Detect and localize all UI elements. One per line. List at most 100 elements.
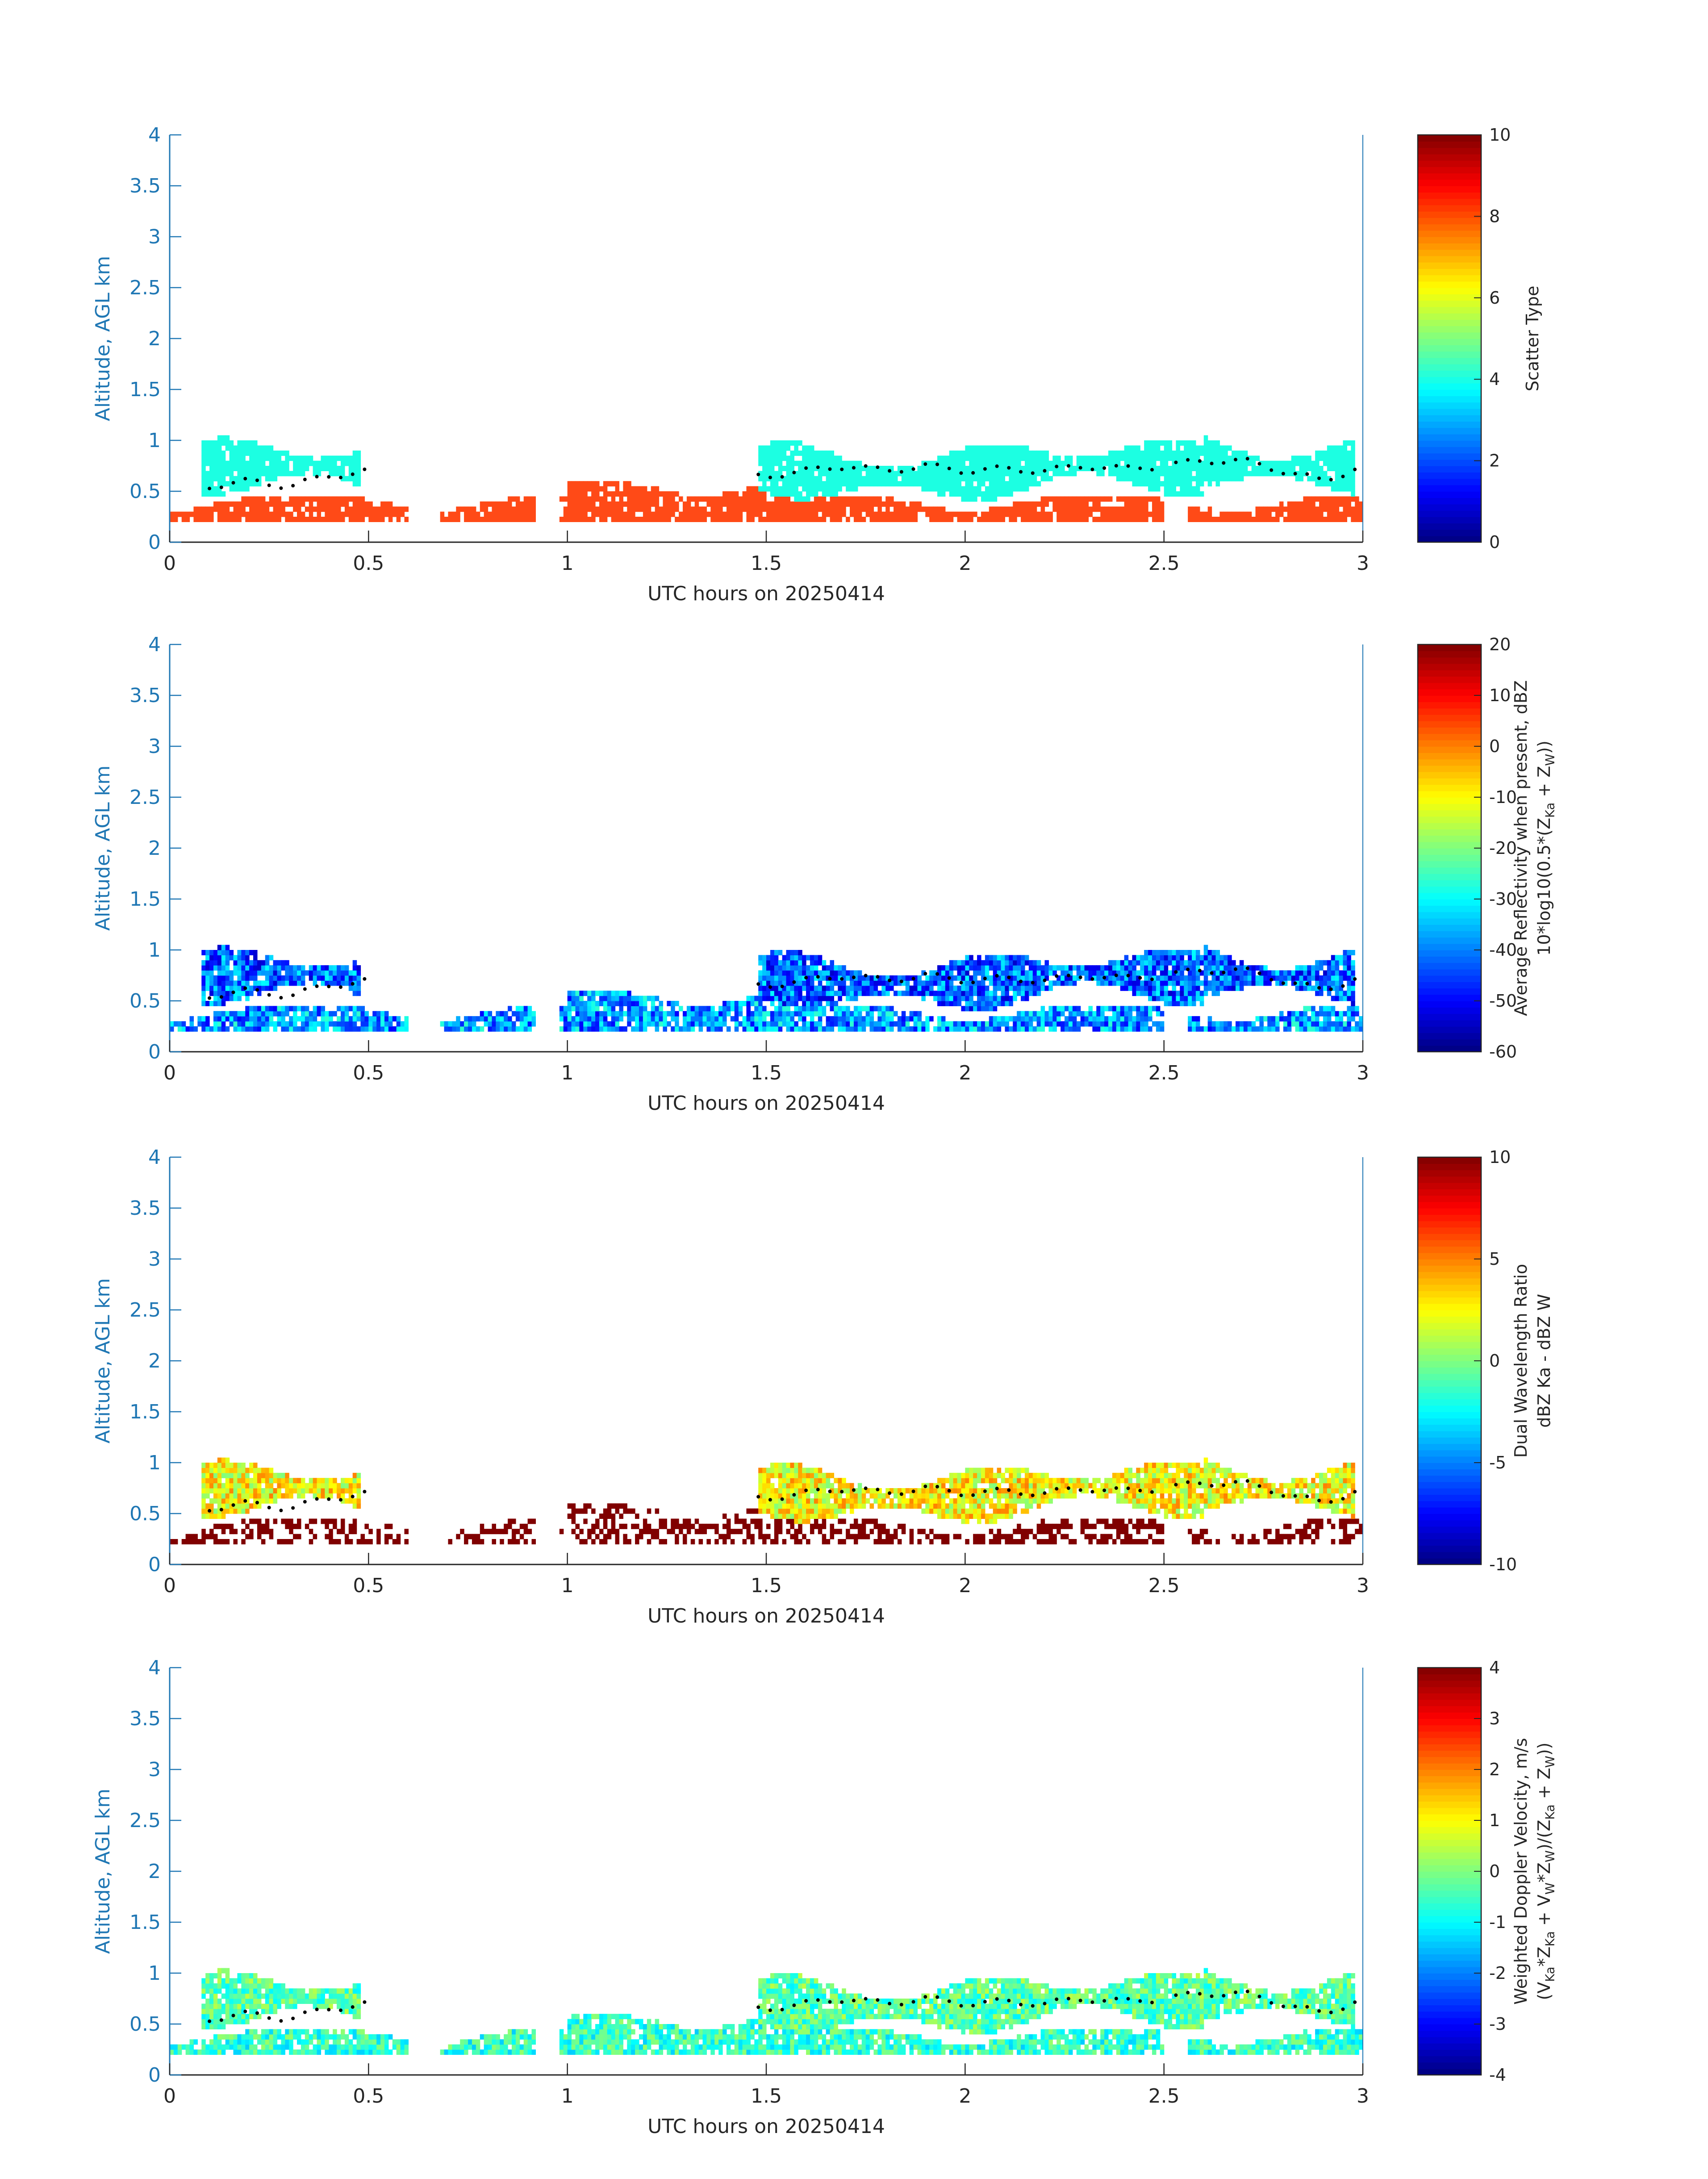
- data-cell: [722, 496, 727, 502]
- data-cell: [770, 466, 775, 471]
- data-cell: [217, 471, 222, 476]
- data-cell: [472, 517, 476, 522]
- data-cell: [1140, 481, 1144, 486]
- data-cell: [603, 991, 608, 996]
- data-cell: [1343, 960, 1347, 966]
- data-cell: [981, 461, 986, 466]
- cloud-base-dot: [840, 468, 844, 471]
- data-cell: [1200, 991, 1204, 996]
- data-cell: [858, 1016, 862, 1021]
- data-cell: [671, 1026, 675, 1032]
- data-cell: [790, 960, 794, 966]
- data-cell: [1303, 970, 1307, 976]
- data-cell: [941, 970, 946, 976]
- data-cell: [1136, 970, 1140, 976]
- data-cell: [1057, 512, 1061, 517]
- data-cell: [1128, 986, 1133, 991]
- data-cell: [814, 1011, 819, 1016]
- data-cell: [1144, 950, 1148, 955]
- data-cell: [607, 1021, 612, 1027]
- data-cell: [237, 506, 242, 512]
- data-cell: [1096, 517, 1101, 522]
- data-cell: [472, 506, 476, 512]
- cloud-base-dot: [1234, 458, 1237, 461]
- data-cell: [651, 496, 656, 502]
- data-cell: [265, 506, 270, 512]
- data-cell: [607, 481, 612, 486]
- data-cell: [929, 512, 934, 517]
- data-cell: [1120, 496, 1125, 502]
- data-cell: [1048, 1011, 1053, 1016]
- data-cell: [949, 986, 954, 991]
- data-cell: [873, 517, 878, 522]
- data-cell: [1299, 1016, 1303, 1021]
- data-cell: [488, 1021, 493, 1027]
- data-cell: [691, 1026, 695, 1032]
- data-cell: [269, 445, 274, 451]
- data-cell: [591, 1001, 596, 1006]
- data-cell: [790, 996, 794, 1001]
- data-cell: [357, 476, 361, 481]
- data-cell: [937, 1026, 942, 1032]
- data-cell: [627, 1016, 631, 1021]
- data-cell: [1311, 471, 1315, 476]
- data-cell: [1263, 471, 1268, 476]
- cloud-base-dot: [1198, 969, 1202, 972]
- data-cell: [937, 486, 942, 492]
- data-cell: [873, 512, 878, 517]
- data-cell: [1180, 955, 1184, 960]
- colorbar-swatch: [1418, 301, 1481, 307]
- data-cell: [774, 445, 779, 451]
- data-cell: [1088, 965, 1093, 970]
- data-cell: [237, 486, 242, 492]
- data-cell: [739, 1001, 743, 1006]
- data-cell: [615, 517, 620, 522]
- data-cell: [1128, 476, 1133, 481]
- data-cell: [1132, 975, 1136, 981]
- data-cell: [691, 512, 695, 517]
- data-cell: [1279, 512, 1284, 517]
- data-cell: [1005, 491, 1009, 497]
- data-cell: [230, 456, 234, 461]
- data-cell: [671, 1016, 675, 1021]
- data-cell: [754, 1016, 759, 1021]
- data-cell: [1176, 965, 1180, 970]
- data-cell: [1275, 980, 1280, 986]
- data-cell: [1124, 445, 1129, 451]
- data-cell: [929, 471, 934, 476]
- data-cell: [957, 965, 962, 970]
- data-cell: [484, 506, 489, 512]
- data-cell: [663, 496, 667, 502]
- data-cell: [1279, 970, 1284, 976]
- data-cell: [1156, 451, 1161, 456]
- data-cell: [1327, 466, 1332, 471]
- data-cell: [1152, 461, 1157, 466]
- data-cell: [1215, 965, 1220, 970]
- data-cell: [802, 965, 806, 970]
- data-cell: [977, 517, 981, 522]
- data-cell: [1009, 960, 1013, 966]
- data-cell: [627, 502, 631, 507]
- data-cell: [241, 980, 246, 986]
- colorbar-tick-label: 6: [1489, 288, 1500, 308]
- data-cell: [205, 960, 210, 966]
- data-cell: [353, 517, 357, 522]
- data-cell: [317, 970, 322, 976]
- data-cell: [1001, 965, 1005, 970]
- data-cell: [1092, 517, 1097, 522]
- data-cell: [341, 466, 345, 471]
- data-cell: [1085, 466, 1089, 471]
- data-cell: [1291, 975, 1296, 981]
- data-cell: [838, 461, 842, 466]
- data-cell: [249, 476, 254, 481]
- data-cell: [1096, 456, 1101, 461]
- data-cell: [349, 1006, 353, 1011]
- data-cell: [257, 970, 262, 976]
- data-cell: [758, 955, 763, 960]
- data-cell: [226, 986, 230, 991]
- data-cell: [603, 1011, 608, 1016]
- data-cell: [1148, 986, 1153, 991]
- data-cell: [973, 1021, 977, 1027]
- data-cell: [1009, 970, 1013, 976]
